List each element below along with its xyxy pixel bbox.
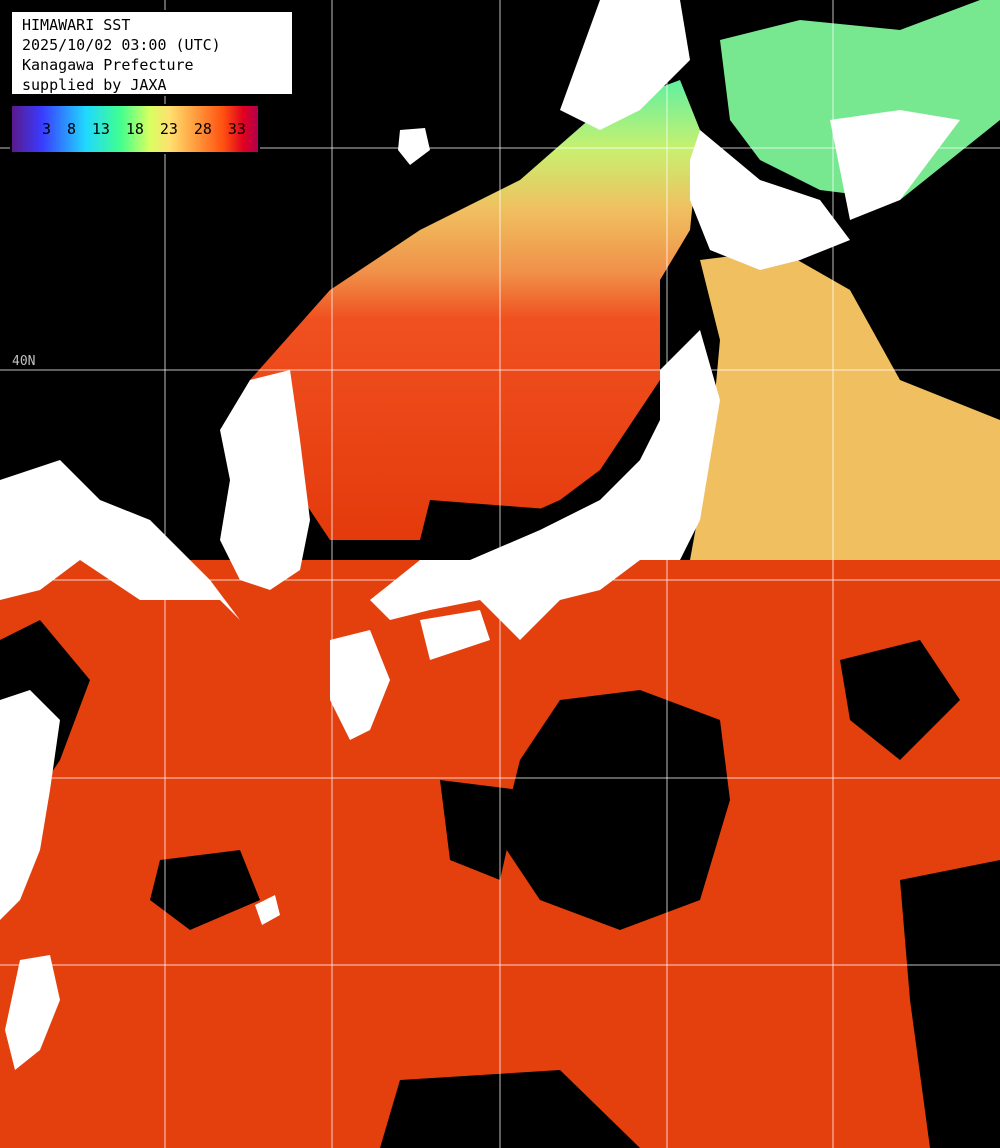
title-line-4: supplied by JAXA xyxy=(22,76,167,94)
cloud-patch xyxy=(150,850,260,930)
legend-tick: 18 xyxy=(125,120,144,138)
title-box: HIMAWARI SST 2025/10/02 03:00 (UTC) Kana… xyxy=(10,10,294,96)
legend-tick: 33 xyxy=(227,120,246,138)
cloud-patch xyxy=(840,640,960,760)
land-shikoku xyxy=(420,610,490,660)
title-line-3: Kanagawa Prefecture xyxy=(22,56,194,74)
land-island xyxy=(398,128,430,165)
lon-140-label: 140E xyxy=(660,12,675,44)
color-scale-legend: 3 8 13 18 23 28 33 xyxy=(10,104,260,154)
legend-tick: 8 xyxy=(66,120,76,138)
cloud-patch xyxy=(380,1070,640,1148)
land-honshu xyxy=(370,330,720,640)
land-taiwan xyxy=(5,955,60,1070)
legend-tick: 13 xyxy=(91,120,110,138)
cloud-patch xyxy=(500,690,730,930)
land-sakhalin-russia xyxy=(560,0,690,130)
legend-tick: 28 xyxy=(193,120,212,138)
lat-30-label: 30N xyxy=(12,762,36,777)
title-line-2: 2025/10/02 03:00 (UTC) xyxy=(22,36,221,54)
legend-tick: 23 xyxy=(159,120,178,138)
sea-pacific-north xyxy=(690,250,1000,560)
land-hokkaido xyxy=(690,130,850,270)
cloud-patch xyxy=(900,860,1000,1148)
land-korean-peninsula xyxy=(220,370,310,590)
land-kyushu xyxy=(330,630,390,740)
land-island xyxy=(255,895,280,925)
land-russia-far-east xyxy=(830,110,960,220)
legend-tick: 3 xyxy=(41,120,51,138)
title-line-1: HIMAWARI SST xyxy=(22,16,131,34)
lat-40-label: 40N xyxy=(12,354,36,369)
sea-north-japan-sea xyxy=(250,80,700,540)
land-china-coast xyxy=(0,690,60,920)
